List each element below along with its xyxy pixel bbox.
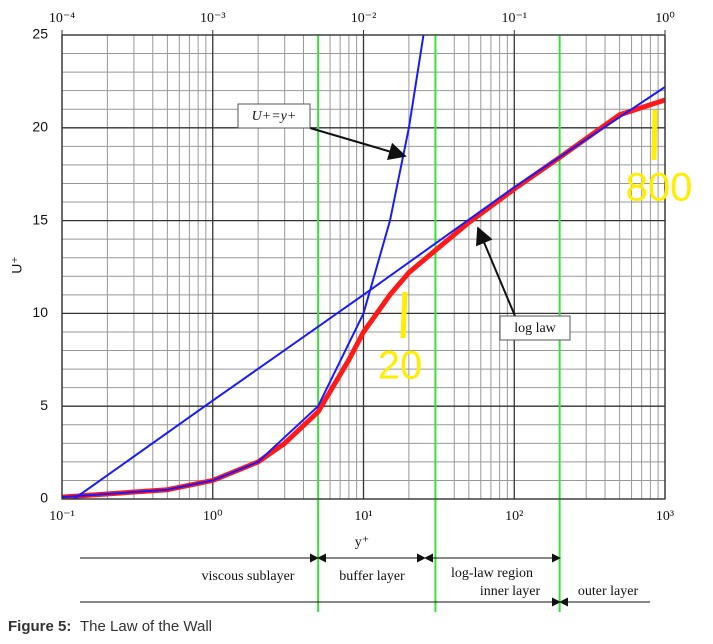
- series-line: [73, 86, 665, 499]
- x2-tick-label: 10⁰: [655, 11, 675, 26]
- annotation-box: [237, 103, 311, 129]
- annotation: 800: [626, 166, 693, 210]
- x-tick-label: 10²: [505, 509, 523, 524]
- arrow: [309, 127, 407, 161]
- annotation: log law: [514, 321, 556, 336]
- y-tick-label: 15: [32, 211, 48, 227]
- x-tick-label: 10⁻¹: [49, 509, 75, 524]
- caption-text: The Law of the Wall: [80, 618, 212, 635]
- annotation: U+=y+: [252, 109, 297, 124]
- region-label: buffer layer: [339, 569, 405, 584]
- x2-tick-label: 10⁻¹: [501, 11, 527, 26]
- x2-tick-label: 10⁻⁴: [49, 11, 75, 26]
- y-tick-label: 25: [32, 26, 48, 42]
- region-label: viscous sublayer: [202, 569, 295, 584]
- x-tick-label: 10⁰: [203, 509, 223, 524]
- caption-label: Figure 5:: [8, 618, 71, 635]
- arrow: [475, 226, 516, 317]
- annotation: 20: [378, 344, 423, 388]
- handwriting: [400, 291, 408, 339]
- y-title: U⁺: [9, 256, 25, 274]
- y-tick-label: 0: [40, 490, 48, 506]
- y-tick-label: 5: [40, 397, 48, 413]
- annotation-box: [499, 315, 571, 341]
- y-tick-label: 20: [32, 119, 48, 135]
- handwriting: [651, 109, 658, 161]
- region-label: inner layer: [480, 584, 541, 599]
- x-tick-label: 10¹: [354, 509, 372, 524]
- x-tick-label: 10³: [656, 509, 674, 524]
- x-title: y⁺: [355, 535, 369, 550]
- y-tick-label: 10: [32, 304, 48, 320]
- region-label: log-law region: [451, 566, 533, 581]
- x2-tick-label: 10⁻²: [351, 11, 377, 26]
- region-label: outer layer: [578, 584, 639, 599]
- x2-tick-label: 10⁻³: [200, 11, 226, 26]
